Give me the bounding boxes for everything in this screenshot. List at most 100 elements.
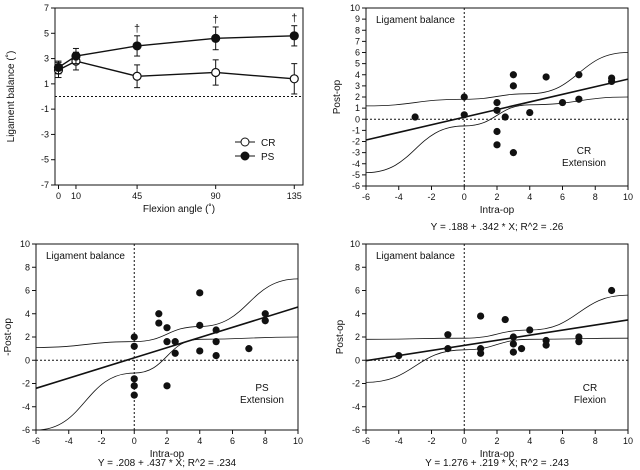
data-point — [211, 67, 221, 78]
x-tick-label: 2 — [164, 436, 169, 446]
x-tick-label: 6 — [230, 436, 235, 446]
data-point — [212, 326, 220, 334]
data-point — [575, 338, 583, 346]
y-tick-label: 5 — [355, 59, 360, 69]
confidence-band-upper — [365, 294, 629, 340]
series-line — [58, 60, 295, 80]
panel-title: Ligament balance — [376, 15, 455, 26]
data-point — [289, 31, 299, 41]
y-tick-label: 10 — [350, 3, 360, 13]
regression-equation: Y = .188 + .342 * X; R^2 = .26 — [431, 222, 564, 233]
data-point — [261, 317, 269, 325]
y-tick-label: -7 — [41, 180, 49, 190]
data-point — [493, 106, 501, 114]
data-point — [289, 74, 299, 84]
x-axis-label: Intra-op — [480, 205, 515, 216]
y-tick-label: 1 — [355, 103, 360, 113]
x-tick-label: 8 — [593, 192, 598, 202]
data-point — [460, 93, 468, 101]
data-point — [155, 310, 163, 318]
confidence-band-upper — [35, 278, 299, 348]
x-tick-label: 6 — [560, 192, 565, 202]
y-tick-label: -6 — [352, 181, 360, 191]
x-tick-label: 135 — [287, 191, 302, 201]
y-tick-label: -3 — [41, 129, 49, 139]
x-tick-label: -6 — [32, 436, 40, 446]
confidence-band-lower — [35, 336, 299, 431]
x-tick-label: 10 — [623, 192, 633, 202]
regression-line — [35, 306, 299, 390]
y-tick-label: 2 — [355, 92, 360, 102]
data-point — [212, 338, 220, 346]
data-point — [132, 41, 142, 51]
data-point — [163, 338, 171, 346]
legend-label: PS — [261, 152, 275, 163]
data-point — [211, 33, 221, 43]
data-point — [163, 382, 171, 390]
data-point — [71, 51, 81, 61]
y-tick-label: -5 — [41, 155, 49, 165]
y-tick-label: 8 — [355, 262, 360, 272]
x-tick-label: 8 — [263, 436, 268, 446]
data-point — [395, 352, 403, 360]
y-tick-label: -1 — [352, 125, 360, 135]
x-tick-label: -6 — [362, 192, 370, 202]
x-tick-label: 4 — [197, 436, 202, 446]
data-point — [526, 108, 534, 117]
series-cr — [53, 51, 299, 95]
legend-label: CR — [261, 138, 275, 149]
data-point — [509, 340, 517, 348]
data-point — [542, 341, 550, 349]
x-tick-label: -4 — [395, 436, 403, 446]
x-tick-label: -2 — [427, 192, 435, 202]
series-ps — [53, 25, 299, 75]
data-point — [493, 141, 501, 149]
data-point — [130, 382, 138, 390]
data-point — [53, 62, 64, 73]
confidence-band-lower — [365, 337, 629, 383]
x-tick-label: 10 — [623, 436, 633, 446]
data-point — [575, 71, 583, 79]
y-tick-label: -4 — [22, 402, 30, 412]
data-point — [493, 98, 501, 107]
data-point — [245, 345, 253, 353]
x-tick-label: 0 — [462, 192, 467, 202]
data-point — [509, 82, 517, 90]
panel-scatter-3: -6 -4 -2 0 2 4 6 8 10 -6 -4 -2 0 2 4 6 8 10 Ligament balan… — [3, 239, 303, 469]
legend-marker — [240, 151, 250, 161]
panel-title: Ligament balance — [46, 251, 125, 262]
group-label: Extension — [562, 158, 606, 169]
data-point — [163, 324, 171, 332]
x-tick-label: -4 — [395, 192, 403, 202]
significance-mark: † — [291, 13, 297, 25]
y-axis-label: Post-op — [335, 319, 346, 354]
y-tick-label: 7 — [355, 36, 360, 46]
x-axis-label: Intra-op — [480, 449, 515, 460]
data-point — [212, 352, 220, 360]
data-point — [509, 149, 517, 157]
data-point — [261, 310, 269, 318]
y-axis-label: Post-op — [332, 79, 343, 114]
y-tick-label: 3 — [355, 81, 360, 91]
data-point — [493, 127, 501, 136]
y-tick-label: 2 — [355, 332, 360, 342]
y-tick-label: -4 — [352, 159, 360, 169]
x-tick-label: 0 — [56, 191, 61, 201]
x-tick-label: 4 — [527, 436, 532, 446]
y-tick-label: 0 — [355, 355, 360, 365]
legend-marker — [240, 137, 250, 147]
data-point — [460, 111, 468, 119]
regression-line — [365, 319, 629, 362]
x-tick-label: 10 — [71, 191, 81, 201]
y-tick-label: 4 — [355, 70, 360, 80]
panel-scatter-2: -6 -4 -2 0 2 4 6 8 10-6-5-4-3-2-1012345678910Lig… — [332, 3, 633, 233]
y-tick-label: -3 — [352, 148, 360, 158]
y-tick-label: 0 — [25, 355, 30, 365]
x-tick-label: 2 — [494, 192, 499, 202]
group-label: Flexion — [574, 395, 606, 406]
y-tick-label: -5 — [352, 170, 360, 180]
data-point — [130, 391, 138, 399]
x-axis-label: Intra-op — [150, 449, 185, 460]
